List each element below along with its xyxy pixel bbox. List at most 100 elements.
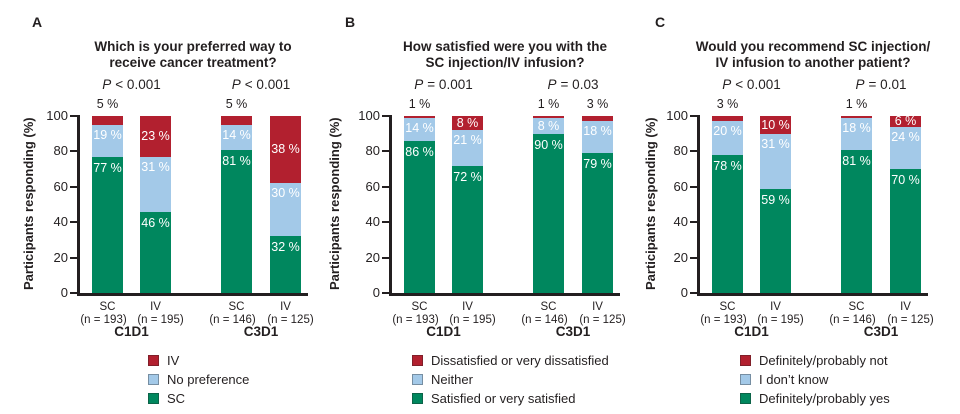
segment-value-label: 79 % xyxy=(583,157,612,171)
bar-arm-label: IV xyxy=(462,301,473,313)
bar-segment-green xyxy=(404,141,435,293)
y-tick-mark xyxy=(690,150,697,153)
legend-item: I don’t know xyxy=(740,370,890,389)
segment-value-label: 1 % xyxy=(845,97,868,111)
timepoint-label: C3D1 xyxy=(863,324,899,339)
segment-value-label: 20 % xyxy=(713,124,742,138)
y-tick-label: 80 xyxy=(673,143,688,159)
panel-title-line: SC injection/IV infusion? xyxy=(425,55,585,70)
segment-value-label: 31 % xyxy=(761,137,790,151)
segment-value-label: 19 % xyxy=(93,128,122,142)
bar-segment-blue xyxy=(404,118,435,141)
bar-segment-green xyxy=(760,189,791,293)
segment-value-label: 24 % xyxy=(891,130,920,144)
legend-item-label: I don’t know xyxy=(759,372,829,387)
y-tick-mark xyxy=(382,292,389,294)
bar-arm-label: IV xyxy=(280,301,291,313)
legend-item-label: Definitely/probably not xyxy=(759,353,888,368)
segment-value-label: 86 % xyxy=(405,145,434,159)
bar-segment-red xyxy=(452,116,483,130)
segment-value-label: 3 % xyxy=(586,97,609,111)
stacked-bar: 70 % 24 % 6 % IV (n = 125) xyxy=(887,114,933,326)
y-tick-label: 80 xyxy=(365,143,380,159)
panel-title-line: Which is your preferred way to xyxy=(94,39,292,54)
p-value-label: P = 0.01 xyxy=(856,77,907,92)
stacked-bar: 32 % 30 % 38 % IV (n = 125) xyxy=(267,116,314,326)
stacked-bar: 81 % 14 % 5 % SC (n = 146) xyxy=(209,97,255,326)
bar-segment-green xyxy=(712,155,743,293)
panel-letter: A xyxy=(32,14,43,30)
segment-value-label: 46 % xyxy=(141,216,170,230)
legend-swatch-blue xyxy=(148,374,159,385)
p-value-symbol: P xyxy=(722,77,732,92)
segment-value-label: 23 % xyxy=(141,129,170,143)
bar-n-label: (n = 125) xyxy=(579,314,626,326)
bar-segment-blue xyxy=(140,157,171,212)
segment-value-label: 6 % xyxy=(894,114,917,128)
legend-item: Definitely/probably yes xyxy=(740,389,890,408)
x-axis-line xyxy=(697,293,928,296)
y-tick-label: 100 xyxy=(666,108,688,123)
bar-segment-red xyxy=(841,116,872,118)
y-tick-mark xyxy=(70,256,77,259)
bar-segment-red xyxy=(270,116,301,183)
bar-segment-red xyxy=(712,116,743,121)
p-value-label: P < 0.001 xyxy=(722,77,780,92)
legend-swatch-blue xyxy=(412,374,423,385)
y-tick-label: 100 xyxy=(358,108,380,123)
bar-segment-green xyxy=(452,166,483,293)
bar-n-label: (n = 146) xyxy=(521,314,568,326)
segment-value-label: 78 % xyxy=(713,159,742,173)
bar-segment-blue xyxy=(452,130,483,166)
segment-value-label: 8 % xyxy=(537,119,560,133)
legend-item-label: Dissatisfied or very dissatisfied xyxy=(431,353,609,368)
legend-item-label: IV xyxy=(167,353,180,368)
bar-n-label: (n = 125) xyxy=(267,314,314,326)
bar-segment-blue xyxy=(92,125,123,157)
bar-segment-blue xyxy=(760,134,791,189)
segment-value-label: 90 % xyxy=(534,138,563,152)
bar-segment-red xyxy=(221,116,252,125)
bar-arm-label: SC xyxy=(719,301,736,313)
bar-arm-label: IV xyxy=(770,301,781,313)
bar-segment-blue xyxy=(582,121,613,153)
p-value-comparison: = 0.001 xyxy=(427,77,473,92)
x-axis-line xyxy=(389,293,620,296)
legend-item: IV xyxy=(148,351,249,370)
bar-segment-red xyxy=(760,116,791,134)
legend: Dissatisfied or very dissatisfied Neither… xyxy=(412,351,609,408)
bar-arm-label: SC xyxy=(99,301,116,313)
p-value-symbol: P xyxy=(855,77,865,92)
stacked-bar: 59 % 31 % 10 % IV (n = 195) xyxy=(757,116,804,326)
panel-c: C Would you recommend SC injection/IV inf… xyxy=(630,0,960,414)
y-tick-label: 60 xyxy=(673,178,688,194)
legend-item: Neither xyxy=(412,370,609,389)
bar-segment-red xyxy=(140,116,171,157)
bar-segment-blue xyxy=(533,118,564,134)
y-tick-label: 0 xyxy=(680,285,688,300)
stacked-bar: 46 % 31 % 23 % IV (n = 195) xyxy=(137,116,184,326)
bar-n-label: (n = 195) xyxy=(757,314,804,326)
y-tick-label: 40 xyxy=(53,214,68,230)
y-tick-mark xyxy=(690,221,697,224)
legend-swatch-green xyxy=(740,393,751,404)
bar-n-label: (n = 146) xyxy=(829,314,876,326)
y-axis-label: Participants responding (%) xyxy=(21,117,36,291)
bar-segment-green xyxy=(841,150,872,293)
stacked-bar: 72 % 21 % 8 % IV (n = 195) xyxy=(449,116,496,326)
p-value-symbol: P xyxy=(231,77,241,92)
legend-item-label: Definitely/probably yes xyxy=(759,391,890,406)
bar-arm-label: SC xyxy=(228,301,245,313)
segment-value-label: 72 % xyxy=(453,170,482,184)
segment-value-label: 5 % xyxy=(96,97,119,111)
p-value-comparison: < 0.001 xyxy=(115,77,161,92)
p-value-comparison: < 0.001 xyxy=(735,77,781,92)
p-value-label: P = 0.03 xyxy=(548,77,599,92)
segment-value-label: 59 % xyxy=(761,193,790,207)
segment-value-label: 18 % xyxy=(583,124,612,138)
legend-item: Dissatisfied or very dissatisfied xyxy=(412,351,609,370)
timepoint-label: C1D1 xyxy=(114,324,149,339)
panel-title: Which is your preferred way to receive ca… xyxy=(94,39,291,71)
segment-value-label: 14 % xyxy=(222,128,251,142)
segment-value-label: 1 % xyxy=(537,97,560,111)
